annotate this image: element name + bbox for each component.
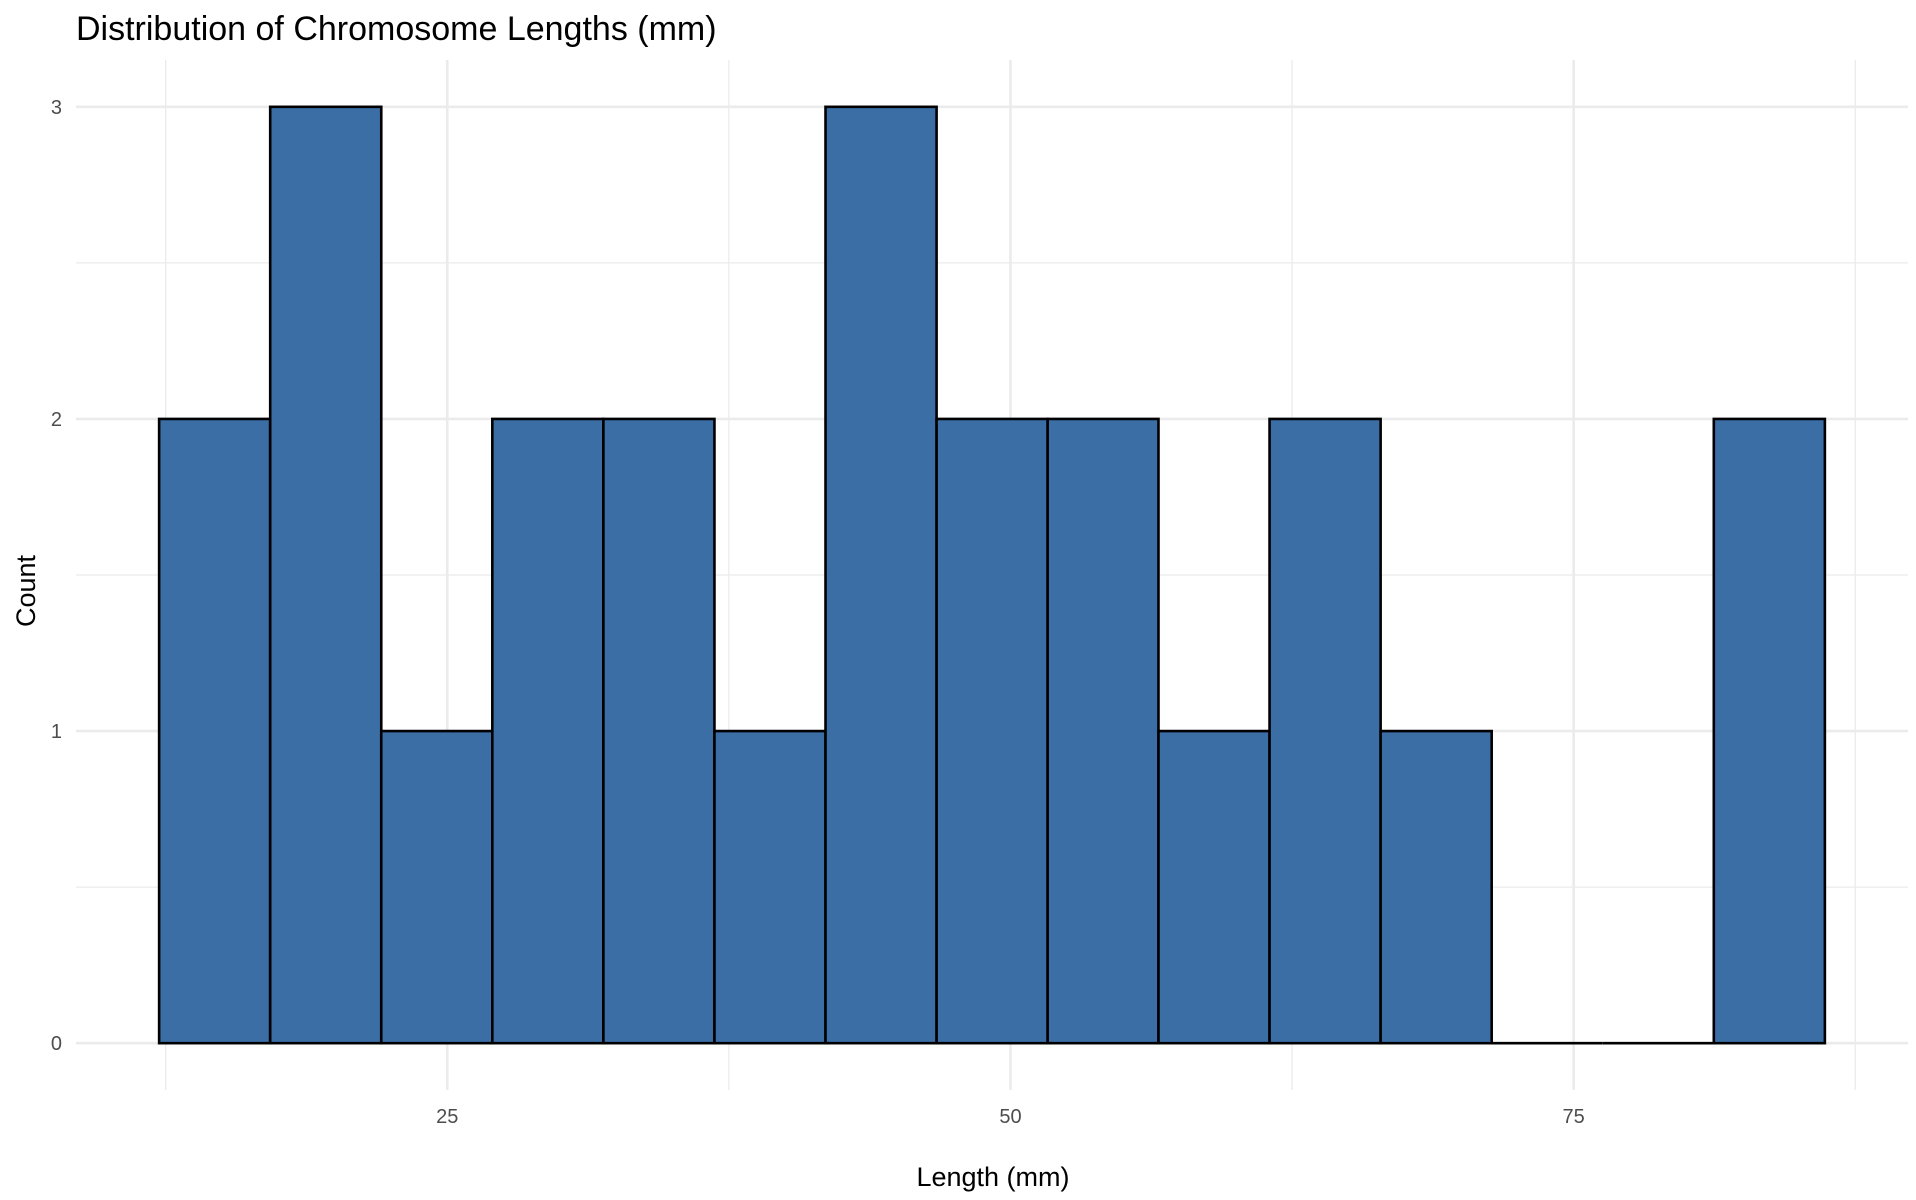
histogram-bar xyxy=(824,105,938,1045)
histogram-bar xyxy=(268,105,383,1045)
histogram-bar xyxy=(491,417,605,1045)
histogram-bar xyxy=(1268,417,1382,1045)
chart-title: Distribution of Chromosome Lengths (mm) xyxy=(76,10,717,48)
y-tick-label: 2 xyxy=(51,409,62,431)
histogram-bar xyxy=(713,729,827,1045)
x-axis-title: Length (mm) xyxy=(916,1162,1069,1192)
bar-layer xyxy=(157,105,1827,1045)
tick-layer: 25 50 75 0 1 2 3 xyxy=(51,97,1585,1128)
histogram-bar xyxy=(1712,417,1827,1045)
y-tick-label: 0 xyxy=(51,1033,62,1055)
x-tick-label: 75 xyxy=(1563,1106,1585,1128)
histogram-bar xyxy=(379,729,494,1045)
histogram-bar xyxy=(1379,729,1493,1045)
x-tick-label: 50 xyxy=(999,1106,1021,1128)
x-tick-label: 25 xyxy=(436,1106,458,1128)
histogram-bar xyxy=(602,417,716,1045)
histogram-bar xyxy=(1157,729,1271,1045)
y-tick-label: 3 xyxy=(51,97,62,119)
histogram-bar xyxy=(1046,417,1160,1045)
y-axis-title: Count xyxy=(11,554,41,627)
histogram-bar xyxy=(935,417,1049,1045)
histogram-bar xyxy=(157,417,272,1045)
y-tick-label: 1 xyxy=(51,721,62,743)
